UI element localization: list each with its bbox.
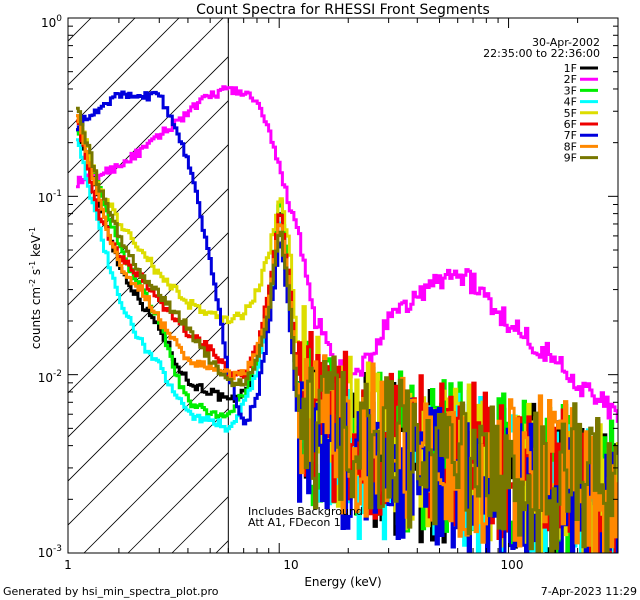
legend-label-8F: 8F [564, 140, 577, 153]
y-axis-label: counts cm-2 s-1 keV-1 [28, 227, 43, 349]
hatch-line [83, 408, 229, 553]
x-axis-label: Energy (keV) [304, 575, 381, 589]
hatch-line [0, 0, 112, 553]
legend-label-7F: 7F [564, 129, 577, 142]
legend-label-5F: 5F [564, 107, 577, 120]
legend-label-9F: 9F [564, 152, 577, 165]
x-tick-label-100: 100 [501, 558, 524, 572]
note-attenuator: Att A1, FDecon 1 [248, 516, 341, 529]
x-tick-label-1: 1 [64, 558, 72, 572]
series-line-8F [76, 114, 618, 553]
hatch-line [68, 320, 229, 482]
series-group [76, 85, 618, 553]
hatch-line [68, 100, 229, 262]
y-tick-label-1e-2: 10-2 [38, 369, 62, 385]
hatch-line [68, 56, 229, 218]
legend-label-3F: 3F [564, 84, 577, 97]
y-tick-label-1e-1: 10-1 [38, 189, 62, 205]
hatch-line [68, 188, 229, 350]
y-tick-label-1e-3: 10-3 [38, 544, 62, 560]
x-tick-label-10: 10 [283, 558, 298, 572]
note-background: Includes Background [248, 505, 363, 518]
y-tick-label-1e0: 100 [41, 14, 62, 30]
chart-title: Count Spectra for RHESSI Front Segments [196, 2, 490, 18]
y-axis-ticks [68, 17, 618, 554]
plot-frame [67, 17, 619, 554]
series-line-9F [76, 106, 618, 553]
hatch-line [68, 18, 180, 130]
legend-date: 30-Apr-2002 [532, 36, 600, 49]
legend-label-1F: 1F [564, 62, 577, 75]
footer-timestamp: 7-Apr-2023 11:29 [541, 585, 637, 598]
legend-label-2F: 2F [564, 73, 577, 86]
hatch-line [68, 18, 136, 86]
legend-label-4F: 4F [564, 96, 577, 109]
x-axis-ticks [118, 18, 619, 553]
hatch-line [68, 144, 229, 306]
series-line-7F [76, 90, 618, 553]
hatch-line [68, 364, 229, 526]
hatch-line [68, 18, 224, 174]
legend-time-range: 22:35:00 to 22:36:00 [483, 47, 600, 60]
legend-label-6F: 6F [564, 118, 577, 131]
footer-generated-by: Generated by hsi_min_spectra_plot.pro [3, 585, 219, 598]
